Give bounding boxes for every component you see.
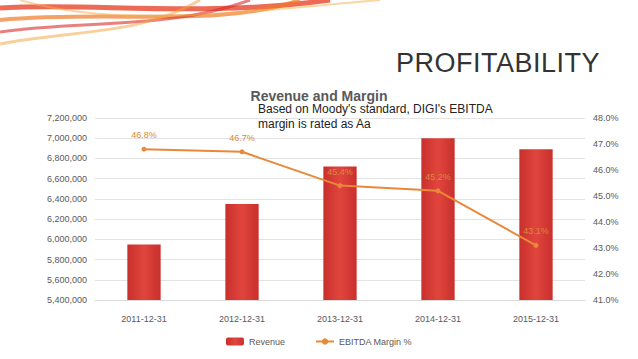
svg-text:2012-12-31: 2012-12-31 — [219, 314, 265, 324]
svg-text:7,200,000: 7,200,000 — [47, 113, 87, 123]
svg-text:Revenue: Revenue — [249, 337, 285, 347]
svg-text:2013-12-31: 2013-12-31 — [317, 314, 363, 324]
svg-text:46.8%: 46.8% — [131, 130, 157, 140]
html-text:PROFITABILITY: PROFITABILITY — [396, 48, 600, 78]
svg-text:43.0%: 43.0% — [593, 243, 619, 253]
svg-text:45.4%: 45.4% — [327, 167, 353, 177]
svg-text:42.0%: 42.0% — [593, 269, 619, 279]
svg-text:45.2%: 45.2% — [425, 172, 451, 182]
svg-text:5,800,000: 5,800,000 — [47, 255, 87, 265]
svg-text:6,200,000: 6,200,000 — [47, 214, 87, 224]
svg-text:5,400,000: 5,400,000 — [47, 295, 87, 305]
svg-text:5,600,000: 5,600,000 — [47, 275, 87, 285]
svg-text:44.0%: 44.0% — [593, 217, 619, 227]
svg-text:6,800,000: 6,800,000 — [47, 153, 87, 163]
svg-text:46.7%: 46.7% — [229, 133, 255, 143]
svg-text:48.0%: 48.0% — [593, 113, 619, 123]
svg-text:47.0%: 47.0% — [593, 139, 619, 149]
svg-text:43.1%: 43.1% — [523, 226, 549, 236]
svg-text:41.0%: 41.0% — [593, 295, 619, 305]
svg-text:Revenue and Margin: Revenue and Margin — [251, 88, 388, 104]
svg-text:6,400,000: 6,400,000 — [47, 194, 87, 204]
svg-text:2014-12-31: 2014-12-31 — [415, 314, 461, 324]
svg-text:2015-12-31: 2015-12-31 — [513, 314, 559, 324]
svg-text:45.0%: 45.0% — [593, 191, 619, 201]
svg-text:6,000,000: 6,000,000 — [47, 234, 87, 244]
svg-text:EBITDA Margin %: EBITDA Margin % — [339, 337, 412, 347]
svg-text:7,000,000: 7,000,000 — [47, 133, 87, 143]
svg-text:6,600,000: 6,600,000 — [47, 174, 87, 184]
html-text:Based on Moody's standard, DIG: Based on Moody's standard, DIGI's EBITDA… — [258, 102, 492, 131]
svg-text:2011-12-31: 2011-12-31 — [121, 314, 166, 324]
svg-text:46.0%: 46.0% — [593, 165, 619, 175]
